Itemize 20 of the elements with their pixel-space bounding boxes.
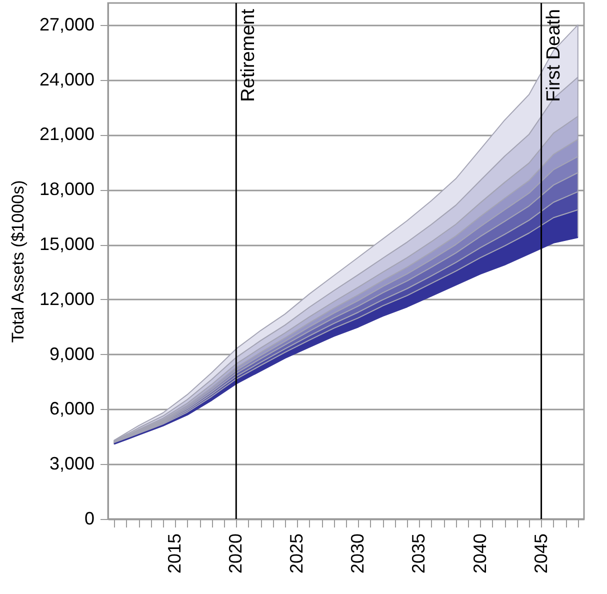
ref-line-label: First Death	[543, 9, 564, 102]
y-tick-label: 3,000	[49, 454, 94, 474]
y-tick-label: 24,000	[39, 69, 94, 90]
y-tick-label: 6,000	[49, 398, 94, 419]
y-tick-label: 15,000	[39, 234, 94, 254]
ref-line-label: Retirement	[238, 8, 260, 102]
y-tick-label: 18,000	[39, 179, 94, 200]
x-tick-label: 2040	[470, 534, 490, 574]
y-tick-label: 12,000	[39, 288, 94, 309]
y-tick-label: 0	[84, 508, 94, 528]
y-tick-label: 9,000	[49, 344, 94, 364]
y-tick-label: 21,000	[39, 124, 94, 144]
x-tick-label: 2025	[286, 534, 307, 574]
y-tick-label: 27,000	[39, 14, 94, 34]
x-tick-label: 2045	[530, 534, 551, 574]
x-tick-label: 2030	[348, 534, 368, 574]
y-axis-title: Total Assets ($1000s)	[8, 180, 28, 343]
x-tick-label: 2015	[164, 534, 185, 574]
x-tick-label: 2035	[408, 534, 429, 574]
x-tick-label: 2020	[226, 534, 246, 574]
